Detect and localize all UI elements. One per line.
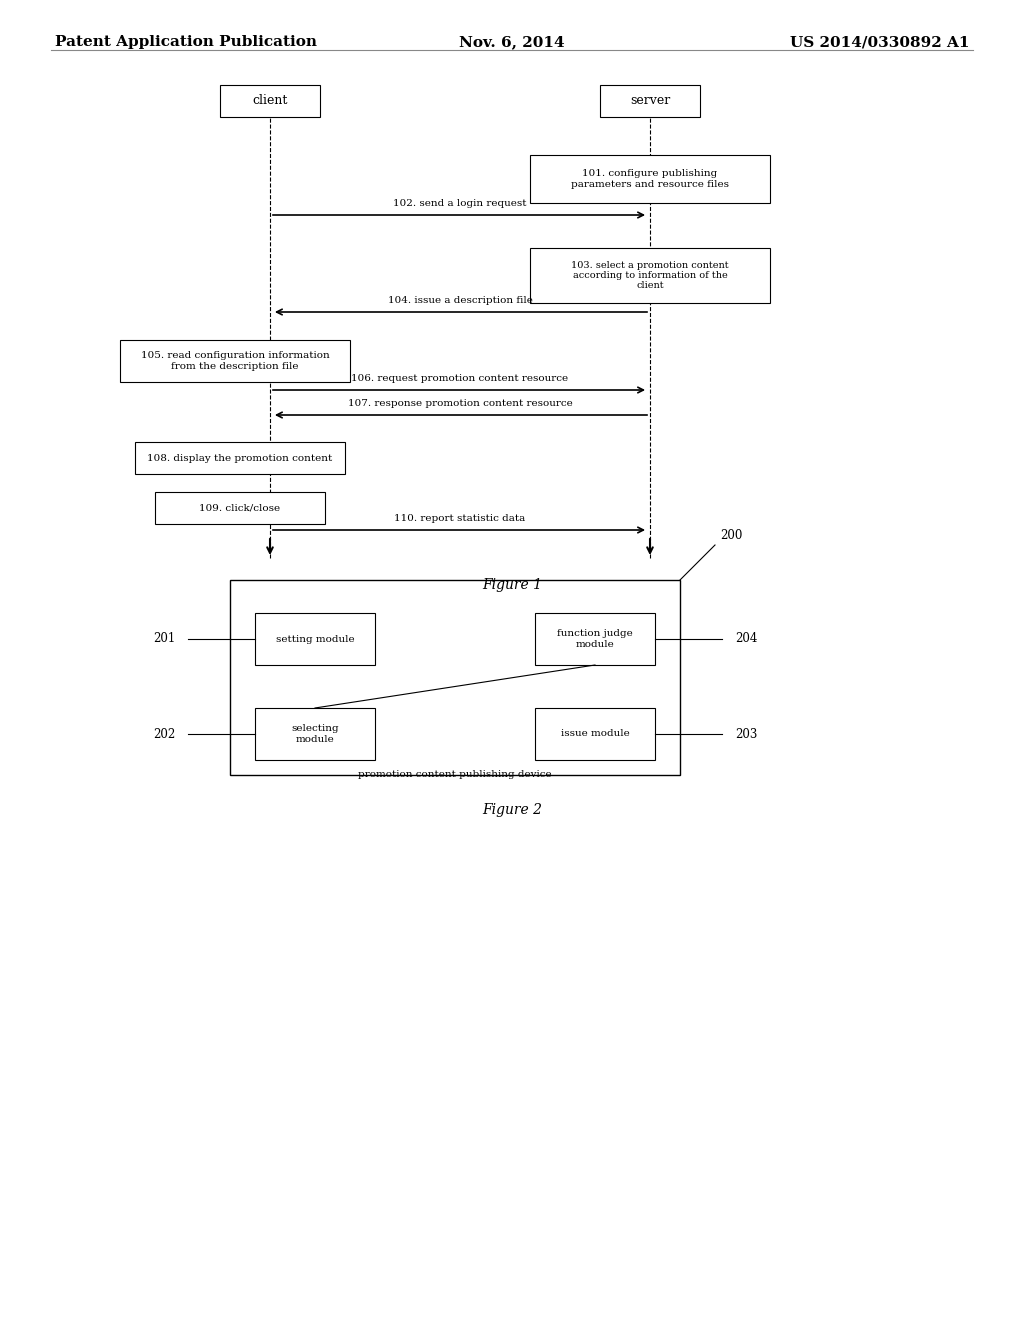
- Bar: [220, 84, 319, 117]
- Text: 105. read configuration information
from the description file: 105. read configuration information from…: [140, 351, 330, 371]
- Bar: [255, 612, 375, 665]
- Text: selecting
module: selecting module: [291, 725, 339, 743]
- Text: 109. click/close: 109. click/close: [200, 503, 281, 512]
- Text: 203: 203: [735, 727, 758, 741]
- Text: Figure 2: Figure 2: [482, 803, 542, 817]
- Bar: [255, 708, 375, 760]
- Bar: [135, 442, 345, 474]
- Text: 200: 200: [720, 529, 742, 543]
- Text: 101. configure publishing
parameters and resource files: 101. configure publishing parameters and…: [571, 169, 729, 189]
- Text: US 2014/0330892 A1: US 2014/0330892 A1: [791, 36, 970, 49]
- Text: 108. display the promotion content: 108. display the promotion content: [147, 454, 333, 462]
- Bar: [230, 579, 680, 775]
- Text: server: server: [630, 95, 670, 107]
- Text: setting module: setting module: [275, 635, 354, 644]
- Text: 103. select a promotion content
according to information of the
client: 103. select a promotion content accordin…: [571, 260, 729, 290]
- Text: promotion content publishing device: promotion content publishing device: [358, 770, 552, 779]
- Text: function judge
module: function judge module: [557, 630, 633, 648]
- Text: 107. response promotion content resource: 107. response promotion content resource: [347, 399, 572, 408]
- Text: 204: 204: [735, 632, 758, 645]
- Text: 102. send a login request: 102. send a login request: [393, 199, 526, 209]
- Text: Figure 1: Figure 1: [482, 578, 542, 591]
- Text: Patent Application Publication: Patent Application Publication: [55, 36, 317, 49]
- Text: 110. report statistic data: 110. report statistic data: [394, 513, 525, 523]
- Text: issue module: issue module: [560, 730, 630, 738]
- Text: 104. issue a description file: 104. issue a description file: [387, 296, 532, 305]
- Text: client: client: [252, 95, 288, 107]
- Text: 202: 202: [153, 727, 175, 741]
- Bar: [530, 154, 770, 203]
- Bar: [535, 612, 655, 665]
- Bar: [600, 84, 700, 117]
- Bar: [155, 492, 325, 524]
- Text: 201: 201: [153, 632, 175, 645]
- Bar: [535, 708, 655, 760]
- Text: 106. request promotion content resource: 106. request promotion content resource: [351, 374, 568, 383]
- Bar: [120, 341, 350, 381]
- Bar: [530, 248, 770, 304]
- Text: Nov. 6, 2014: Nov. 6, 2014: [459, 36, 565, 49]
